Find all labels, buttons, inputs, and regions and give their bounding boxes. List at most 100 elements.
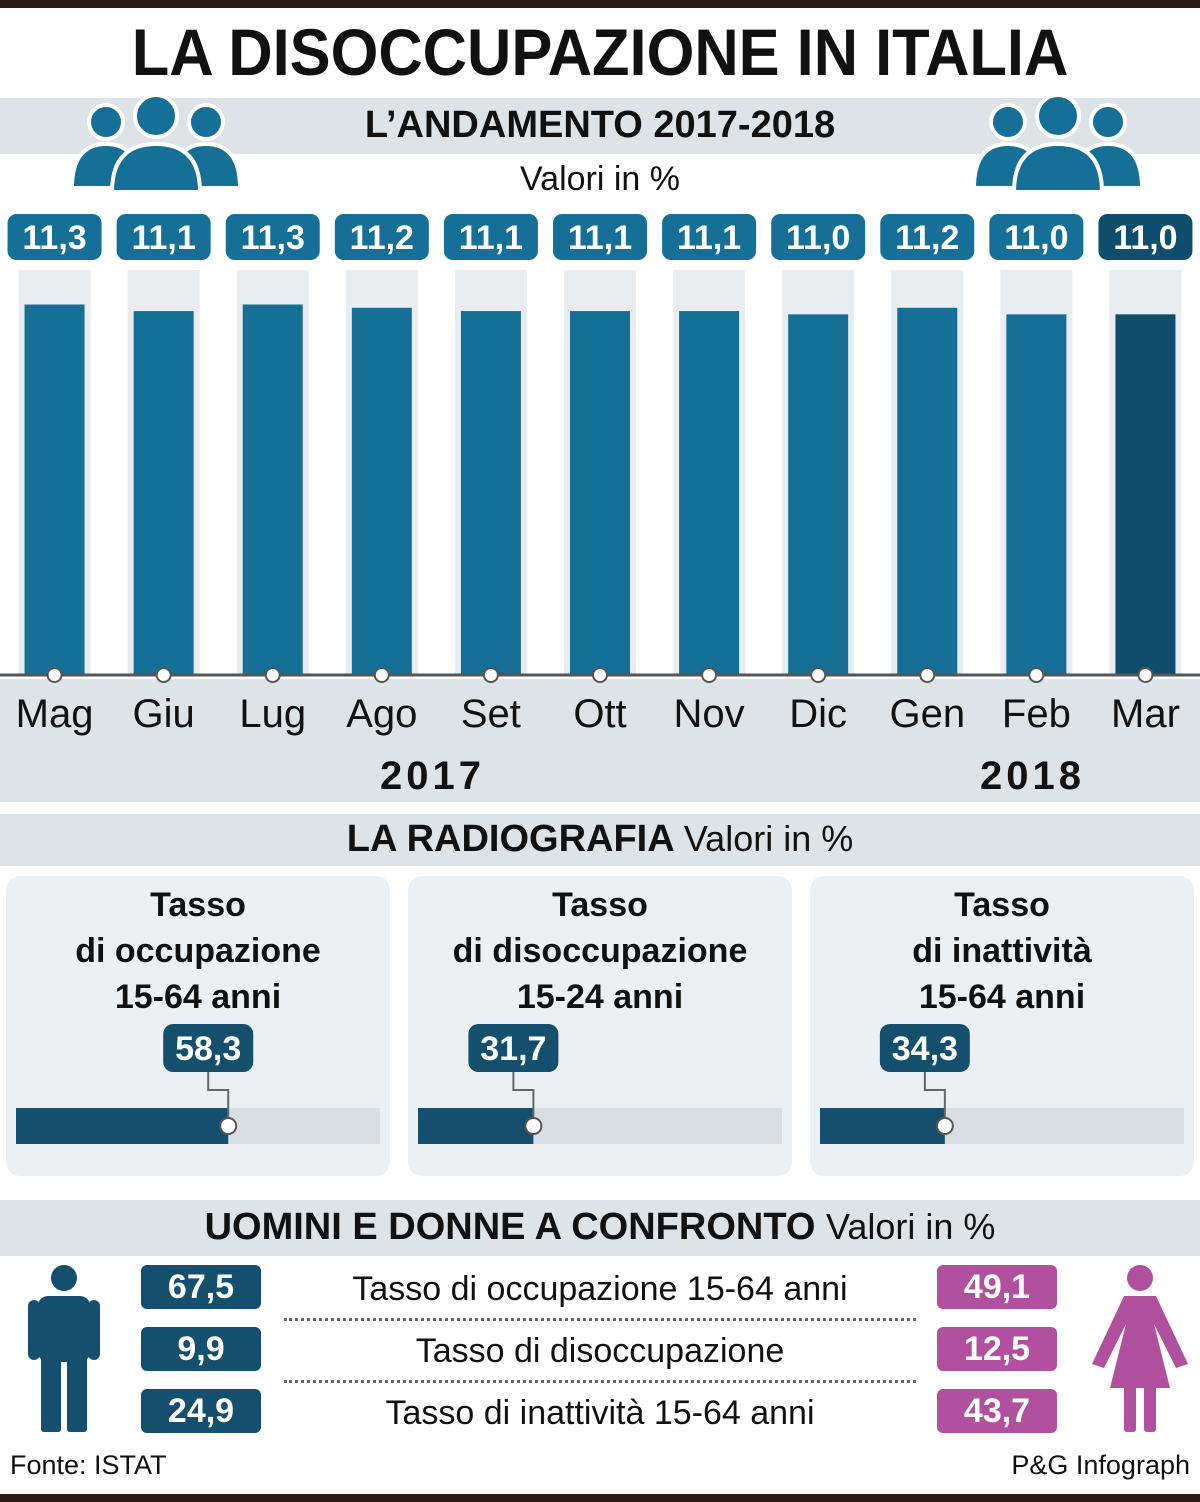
radiography-card-youth-unemployment: Tasso di disoccupazione 15-24 anni 31,7 (408, 876, 792, 1176)
source-label: Fonte: ISTAT (10, 1450, 167, 1480)
card-value-badge (163, 1024, 254, 1072)
month-label: Nov (674, 692, 745, 736)
men-value-badge: 9,9 (141, 1327, 261, 1371)
value-badge (225, 214, 320, 260)
card-title-line: Tasso (150, 886, 246, 924)
month-label: Mar (1111, 692, 1180, 736)
progress-fill (16, 1108, 229, 1144)
card-value-label: 31,7 (480, 1030, 546, 1068)
value-label: 11,3 (22, 219, 86, 257)
baseline-marker (264, 667, 281, 683)
value-label: 11,1 (677, 219, 741, 257)
gender-title: UOMINI E DONNE A CONFRONTO (204, 1206, 816, 1248)
value-badge (989, 214, 1084, 260)
leader-line (207, 1072, 230, 1126)
card-title-line: Tasso (954, 886, 1050, 924)
card-value-label: 34,3 (892, 1030, 958, 1068)
month-label: Giu (133, 692, 195, 736)
month-label: Ago (346, 692, 417, 736)
value-badge (7, 214, 102, 260)
value-badge (334, 214, 429, 260)
month-label: Gen (889, 692, 965, 736)
credit-label: P&G Infograph (1011, 1450, 1190, 1480)
men-value-badge: 24,9 (141, 1389, 261, 1433)
trend-bar-chart: 11,3 Mag 11,1 Giu 11,3 Lug 11,2 Ago 11,1 Set 11,1 O… (0, 214, 1200, 750)
value-label: 11,2 (350, 219, 414, 257)
progress-marker (524, 1117, 543, 1135)
men-value-badge: 67,5 (141, 1265, 261, 1309)
value-badge (771, 214, 866, 260)
trend-heading: L’ANDAMENTO 2017-2018 (364, 104, 836, 146)
card-title-line: 15-24 anni (516, 978, 684, 1016)
comparison-row-label: Tasso di occupazione 15-64 anni (352, 1270, 848, 1308)
month-label-band (0, 679, 1200, 750)
baseline-marker (373, 667, 390, 683)
baseline-marker (1028, 667, 1045, 683)
year-2017-label: 2017 (380, 754, 485, 798)
leader-line (923, 1072, 946, 1126)
people-group-icon (971, 93, 1145, 192)
month-label: Mag (16, 692, 94, 736)
year-2018-label: 2018 (980, 754, 1085, 798)
month-label: Feb (1002, 692, 1071, 736)
people-group-icon (69, 93, 243, 192)
gender-heading: UOMINI E DONNE A CONFRONTO Valori in % (0, 1206, 1200, 1249)
bottom-rule (0, 1494, 1200, 1502)
women-value-badge: 12,5 (937, 1327, 1057, 1371)
baseline-marker (701, 667, 718, 683)
radiography-title: LA RADIOGRAFIA (346, 818, 674, 860)
value-badge (116, 214, 211, 260)
baseline-marker (155, 667, 172, 683)
woman-icon (1092, 1265, 1188, 1432)
page-title: LA DISOCCUPAZIONE IN ITALIA (131, 15, 1069, 89)
card-title-line: di disoccupazione (452, 932, 748, 970)
card-title-line: Tasso (552, 886, 648, 924)
value-label: 11,1 (568, 219, 632, 257)
value-label: 11,1 (131, 219, 195, 257)
value-badge (553, 214, 647, 260)
card-value-badge (468, 1024, 559, 1072)
card-title-line: 15-64 anni (918, 978, 1086, 1016)
value-label: 11,3 (241, 219, 305, 257)
women-value-badge: 43,7 (937, 1389, 1057, 1433)
baseline-marker (482, 667, 499, 683)
value-badge (1098, 214, 1193, 260)
trend-unit: Valori in % (520, 160, 680, 198)
card-title: Tasso di inattività 15-64 anni (810, 882, 1194, 1020)
women-value-badge: 49,1 (937, 1265, 1057, 1309)
bar-ott (570, 311, 630, 675)
baseline-marker (919, 667, 936, 683)
baseline-marker (1137, 667, 1154, 683)
value-label: 11,0 (1004, 219, 1068, 257)
progress-bar: 34,3 (820, 1024, 1184, 1144)
value-badge (443, 214, 538, 260)
bar-lug (242, 304, 303, 675)
value-badge (662, 214, 757, 260)
month-label: Set (461, 692, 521, 736)
baseline-marker (46, 667, 63, 683)
bar-nov (679, 311, 740, 675)
month-label: Ott (573, 692, 626, 736)
value-label: 11,2 (895, 219, 959, 257)
radiography-card-inactivity: Tasso di inattività 15-64 anni 34,3 (810, 876, 1194, 1176)
bar-giu (133, 311, 194, 675)
radiography-unit: Valori in % (683, 818, 854, 859)
comparison-row-label: Tasso di disoccupazione (415, 1332, 785, 1370)
leader-line (512, 1072, 535, 1126)
card-title-line: di inattività (912, 932, 1092, 970)
row-divider (284, 1380, 916, 1383)
bar-dic (788, 314, 849, 675)
bar-set (460, 311, 521, 675)
bar-mar (1115, 314, 1176, 675)
progress-fill (820, 1108, 945, 1144)
card-title: Tasso di disoccupazione 15-24 anni (408, 882, 792, 1020)
month-label: Lug (239, 692, 306, 736)
card-title: Tasso di occupazione 15-64 anni (6, 882, 390, 1020)
card-value-badge (879, 1024, 970, 1072)
baseline-marker (592, 667, 608, 683)
radiography-header-band (0, 814, 1200, 866)
progress-marker (935, 1117, 954, 1135)
gender-header-band (0, 1200, 1200, 1256)
row-divider (284, 1318, 916, 1321)
bar-feb (1006, 314, 1067, 675)
